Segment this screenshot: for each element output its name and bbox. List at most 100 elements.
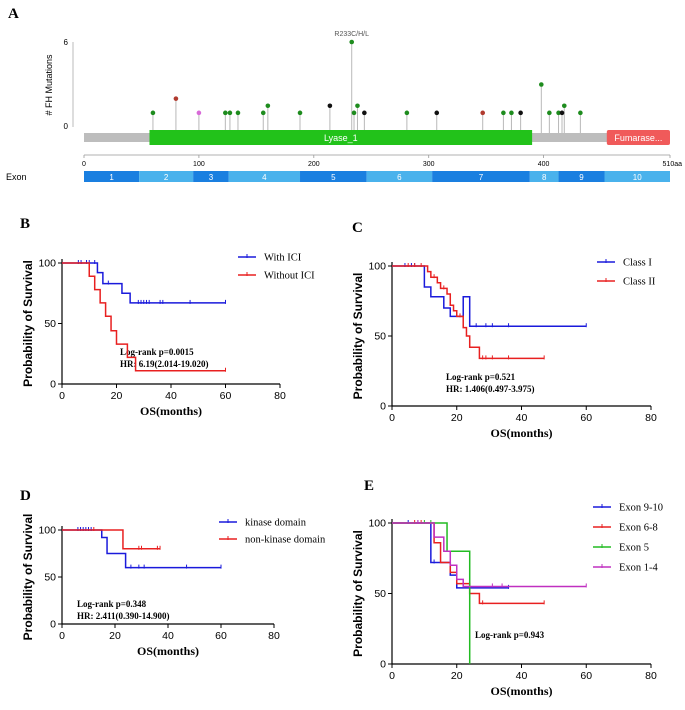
x-tick-label: 60 [580, 670, 592, 682]
x-tick-label: 80 [268, 630, 280, 642]
exon-label: 4 [262, 173, 267, 182]
km-curve [62, 529, 161, 550]
exon-label: 1 [109, 173, 114, 182]
mutation-marker [196, 110, 202, 116]
exon-block [139, 171, 194, 182]
km-c-y-label: Probability of Survival [351, 273, 365, 400]
exon-label: 10 [633, 173, 642, 182]
mutation-marker [351, 110, 357, 116]
km-curve [392, 522, 471, 664]
km-b-hr: HR: 6.19(2.014-19.020) [120, 359, 209, 369]
y-tick-label: 0 [50, 619, 56, 631]
x-tick-label: 0 [59, 390, 65, 402]
panel-e-letter: E [364, 478, 374, 494]
mutation-marker [349, 39, 355, 45]
amino-acid-ticks: 0 100 200 300 400 510aa [82, 155, 682, 168]
legend-label: Without ICI [264, 271, 315, 282]
mutation-marker [509, 110, 514, 116]
legend-label: Exon 5 [619, 543, 649, 554]
km-plot-c: Probability of Survival OS(months) Log-r… [351, 258, 657, 441]
km-curve [392, 265, 545, 360]
exon-block [366, 171, 433, 182]
y-tick-label: 50 [374, 588, 386, 600]
km-d-hr: HR: 2.411(0.390-14.900) [77, 611, 170, 621]
y-tick-label: 100 [368, 518, 386, 530]
panel-a-y-tick-top: 6 [64, 38, 69, 47]
exon-label: 6 [397, 173, 402, 182]
x-tick-label: 60 [580, 412, 592, 424]
km-plot-e: Probability of Survival OS(months) Log-r… [351, 503, 663, 699]
exon-block [300, 171, 367, 182]
legend-label: Exon 9-10 [619, 503, 663, 514]
x-tick-label: 20 [451, 670, 463, 682]
x-tick-label: 40 [165, 390, 177, 402]
y-tick-label: 0 [380, 401, 386, 413]
exon-block [193, 171, 229, 182]
x-tick-label: 40 [162, 630, 174, 642]
legend-label: Class I [623, 258, 652, 269]
panel-a: A # FH Mutations 6 0 Lyase_1 Fumarase... … [6, 6, 682, 182]
mutation-marker [480, 110, 486, 116]
km-b-x-label: OS(months) [140, 404, 202, 418]
panel-d-letter: D [20, 488, 31, 504]
exon-label: 7 [479, 173, 484, 182]
mutation-marker [404, 110, 410, 116]
x-tick-label: 0 [389, 412, 395, 424]
mutation-stems [152, 42, 581, 133]
legend-label: Exon 6-8 [619, 523, 658, 534]
km-plot-d: Probability of Survival OS(months) Log-r… [21, 514, 326, 658]
panel-d: D Probability of Survival OS(months) Log… [20, 488, 326, 658]
km-e-y-label: Probability of Survival [351, 530, 365, 657]
km-c-x-label: OS(months) [490, 426, 552, 440]
mutation-marker [547, 110, 552, 116]
km-curve [62, 262, 226, 304]
x-tick-label: 20 [451, 412, 463, 424]
x-tick-label: 60 [220, 390, 232, 402]
mutation-marker [539, 82, 544, 87]
domain-fumarase [606, 130, 670, 145]
x-tick-label: 80 [274, 390, 286, 402]
y-tick-label: 50 [44, 572, 56, 584]
aa-tick-label: 510aa [663, 161, 683, 168]
exon-label: 9 [579, 173, 584, 182]
panel-c-letter: C [352, 220, 363, 236]
panel-e: E Probability of Survival OS(months) Log… [351, 478, 663, 698]
mutation-marker [223, 110, 228, 116]
y-tick-label: 0 [50, 379, 56, 391]
mutation-marker [235, 110, 241, 116]
mutation-marker [327, 103, 333, 109]
mutation-marker [559, 110, 565, 116]
hotspot-label: R233C/H/L [334, 31, 369, 38]
exon-block [84, 171, 140, 182]
km-curve [392, 522, 587, 588]
km-plot-b: Probability of Survival OS(months) Log-r… [21, 253, 315, 419]
km-c-logrank: Log-rank p=0.521 [446, 372, 516, 382]
panel-b: B Probability of Survival OS(months) Log… [20, 216, 315, 418]
y-tick-label: 100 [38, 525, 56, 537]
km-d-logrank: Log-rank p=0.348 [77, 599, 147, 609]
km-b-y-label: Probability of Survival [21, 260, 35, 387]
exon-block [228, 171, 301, 182]
x-tick-label: 80 [645, 412, 657, 424]
mutation-marker [561, 103, 567, 109]
exon-label: 5 [331, 173, 336, 182]
domain-lyase [149, 130, 533, 145]
protein-domains: Lyase_1 Fumarase... [149, 130, 670, 145]
aa-tick-label: 300 [423, 161, 435, 168]
km-e-x-label: OS(months) [490, 684, 552, 698]
km-d-y-label: Probability of Survival [21, 514, 35, 641]
y-tick-label: 50 [44, 318, 56, 330]
x-tick-label: 40 [516, 670, 528, 682]
mutation-marker [227, 110, 233, 116]
exon-label: 3 [209, 173, 214, 182]
mutation-marker [556, 110, 561, 116]
panel-a-letter: A [8, 6, 19, 22]
aa-tick-label: 100 [193, 161, 205, 168]
x-tick-label: 40 [516, 412, 528, 424]
x-tick-label: 20 [109, 630, 121, 642]
panel-b-letter: B [20, 216, 30, 232]
legend-label: kinase domain [245, 518, 307, 529]
km-c-hr: HR: 1.406(0.497-3.975) [446, 384, 535, 394]
mutation-marker [265, 103, 271, 109]
